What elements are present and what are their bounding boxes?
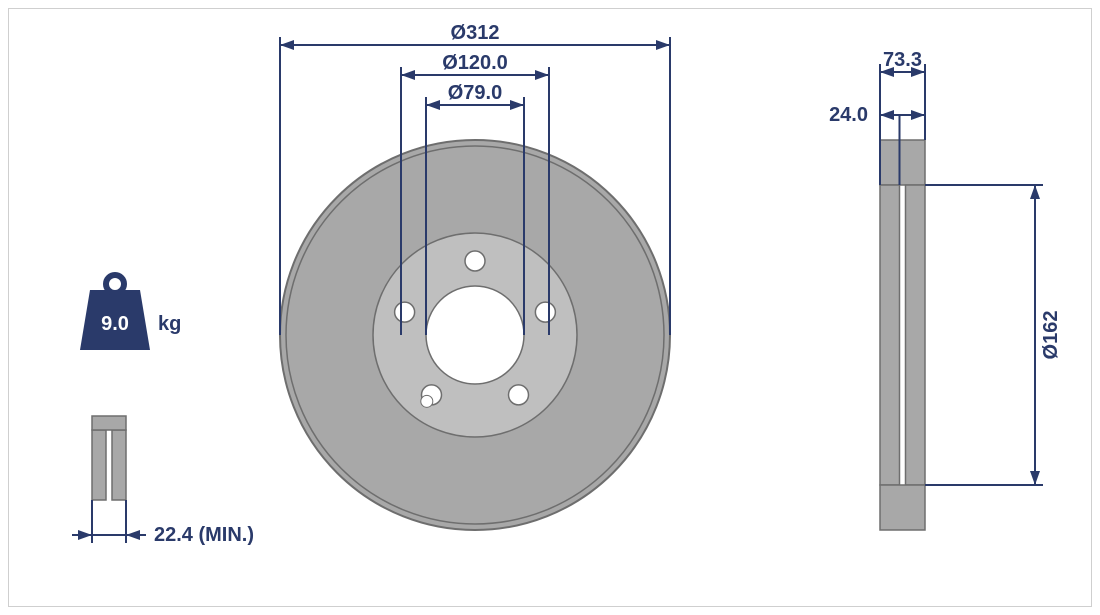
weight-unit: kg bbox=[158, 313, 181, 335]
dim-hat-diameter: Ø162 bbox=[1040, 311, 1062, 360]
dim-bolt-circle: Ø120.0 bbox=[442, 52, 508, 74]
weight-value: 9.0 bbox=[101, 313, 129, 335]
front-view bbox=[280, 140, 670, 530]
min-thickness-profile bbox=[92, 416, 126, 500]
dim-min-thickness: 22.4 (MIN.) bbox=[154, 524, 254, 546]
drawing-canvas: TEXTAR 9.0 kg Ø312 Ø120.0 Ø79.0 73.3 24.… bbox=[0, 0, 1100, 615]
dim-center-bore: Ø79.0 bbox=[448, 82, 502, 104]
dim-width: 73.3 bbox=[883, 49, 922, 71]
weight-icon: 9.0 kg bbox=[80, 275, 181, 350]
side-view bbox=[880, 140, 925, 530]
technical-drawing: TEXTAR 9.0 kg Ø312 Ø120.0 Ø79.0 73.3 24.… bbox=[0, 0, 1100, 615]
dim-thickness: 24.0 bbox=[829, 104, 868, 126]
center-bore bbox=[426, 286, 524, 384]
dim-outer-diameter: Ø312 bbox=[451, 22, 500, 44]
